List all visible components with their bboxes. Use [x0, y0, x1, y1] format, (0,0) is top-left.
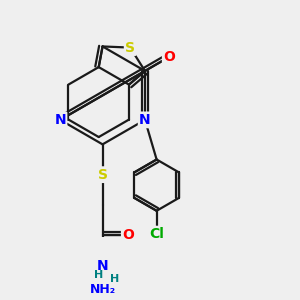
Text: N: N: [139, 113, 151, 127]
Text: S: S: [125, 40, 135, 55]
Text: N: N: [97, 259, 108, 273]
Text: H: H: [110, 274, 119, 284]
Text: Cl: Cl: [149, 227, 164, 241]
Text: S: S: [98, 168, 108, 182]
Text: H: H: [94, 270, 104, 280]
Text: NH₂: NH₂: [89, 283, 116, 296]
Text: O: O: [122, 228, 134, 242]
Text: O: O: [163, 50, 175, 64]
Text: N: N: [54, 113, 66, 127]
